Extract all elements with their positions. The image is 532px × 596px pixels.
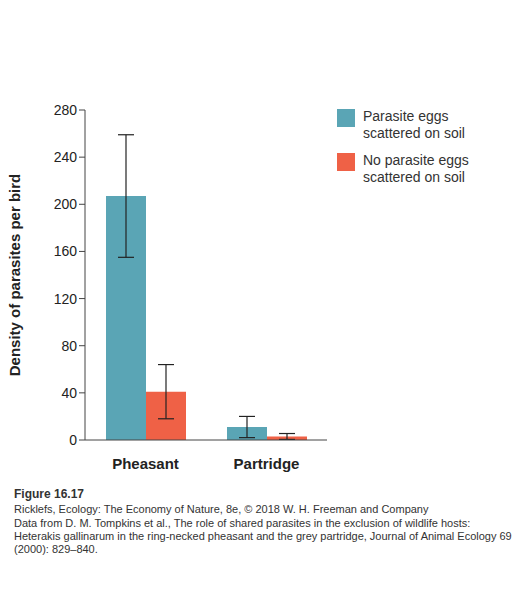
svg-text:Density of parasites per bird: Density of parasites per bird <box>6 174 23 377</box>
svg-text:80: 80 <box>61 338 77 354</box>
svg-text:280: 280 <box>54 102 78 118</box>
svg-text:Pheasant: Pheasant <box>112 455 179 472</box>
svg-text:120: 120 <box>54 291 78 307</box>
html-text:Figure 16.17: Figure 16.17 <box>14 487 84 501</box>
svg-text:0: 0 <box>69 432 77 448</box>
html-text:Data from D. M. Tompkins et al: Data from D. M. Tompkins et al., The rol… <box>14 517 512 555</box>
svg-text:Partridge: Partridge <box>234 455 300 472</box>
html-text:Parasite eggs scattered on soi: Parasite eggs scattered on soil <box>363 108 465 141</box>
svg-text:160: 160 <box>54 243 78 259</box>
svg-text:200: 200 <box>54 196 78 212</box>
svg-text:40: 40 <box>61 385 77 401</box>
html-text:No parasite eggs scattered on: No parasite eggs scattered on soil <box>363 152 469 185</box>
html-text:Ricklefs, Ecology: The Economy: Ricklefs, Ecology: The Economy of Nature… <box>14 503 429 515</box>
svg-text:240: 240 <box>54 149 78 165</box>
